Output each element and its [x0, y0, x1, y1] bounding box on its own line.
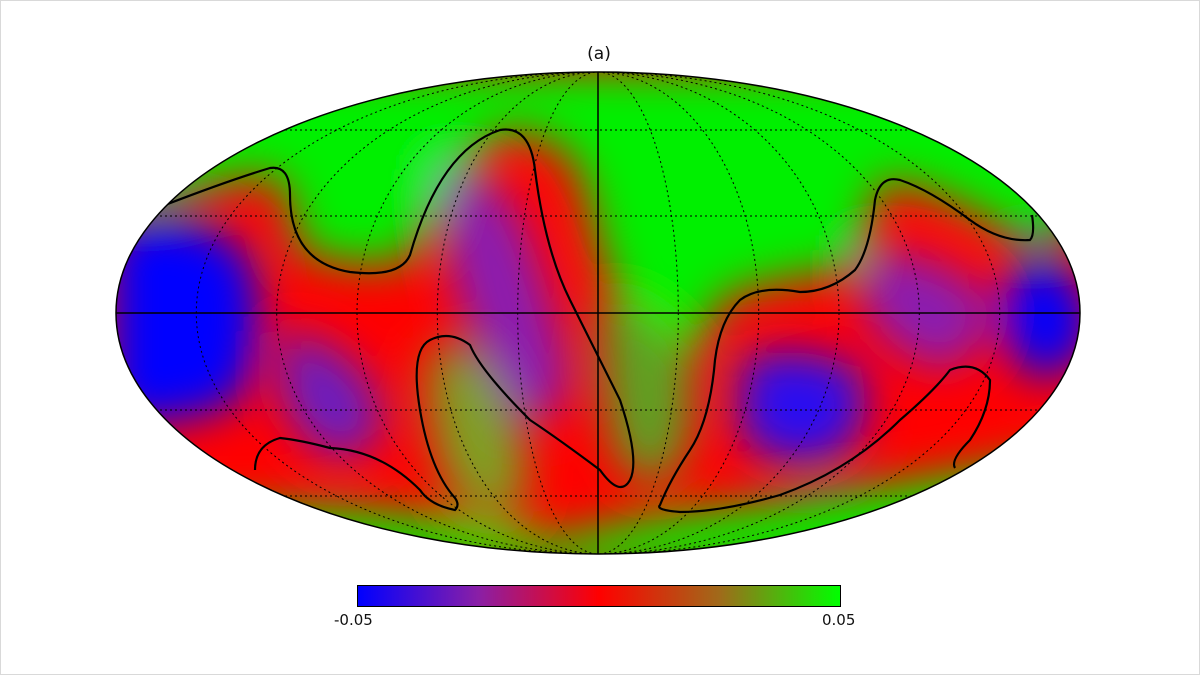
blue-region-southeast [740, 352, 866, 462]
colorbar-min-label: -0.05 [334, 611, 373, 629]
blue-region-west [116, 220, 258, 423]
purple-region-west-south [280, 330, 382, 460]
green-lobe-left [427, 345, 527, 513]
map-title: (a) [587, 44, 611, 64]
purple-region-east [860, 250, 990, 370]
blue-region-east [1000, 250, 1080, 380]
contour-east [658, 178, 1035, 514]
purple-region-center [440, 168, 570, 422]
map-outline [115, 71, 1081, 555]
colorbar [357, 585, 841, 607]
green-lobe-center [600, 300, 693, 482]
map-field [116, 72, 1080, 554]
colorbar-max-label: 0.05 [822, 611, 856, 629]
zero-contours [164, 128, 1035, 514]
contour-north-west [164, 128, 635, 512]
green-region-north [120, 72, 1080, 380]
